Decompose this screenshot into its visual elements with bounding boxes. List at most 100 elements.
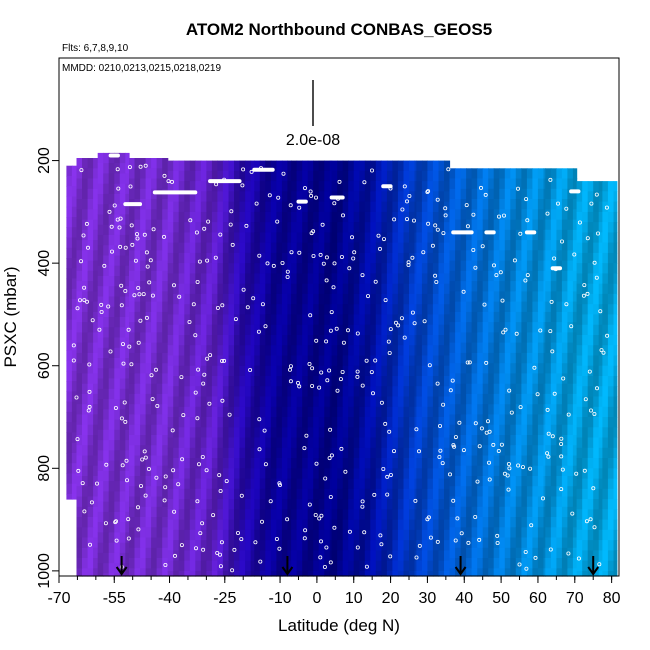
heat-cell <box>281 488 288 500</box>
heat-cell <box>455 414 462 426</box>
heat-cell <box>432 252 439 264</box>
heat-cell <box>125 224 130 236</box>
heat-cell <box>409 304 416 316</box>
heat-cell <box>342 242 349 254</box>
heat-cell <box>211 570 218 577</box>
heat-cell <box>239 570 246 577</box>
heat-cell <box>504 250 511 262</box>
heat-cell <box>556 281 563 292</box>
heat-cell <box>76 393 83 405</box>
heat-cell <box>217 478 224 490</box>
heat-cell <box>572 219 578 231</box>
heat-cell <box>151 445 158 457</box>
heat-cell <box>195 293 202 305</box>
heat-cell <box>556 219 563 231</box>
heat-cell <box>234 509 241 521</box>
heat-cell <box>416 376 423 387</box>
heat-cell <box>324 201 331 213</box>
sample-point <box>200 521 205 526</box>
heat-cell <box>167 570 174 577</box>
heat-cell <box>103 542 110 554</box>
heat-cell <box>392 314 399 326</box>
heat-cell <box>414 376 417 387</box>
heat-cell <box>543 260 546 272</box>
heat-cell <box>403 468 410 480</box>
heat-cell <box>313 478 320 490</box>
heat-cell <box>364 396 371 408</box>
heat-cell <box>93 393 99 405</box>
heat-cell <box>222 314 229 326</box>
heat-cell <box>510 342 517 354</box>
heat-cell <box>93 240 99 251</box>
heat-cell <box>613 293 618 305</box>
heat-cell <box>537 527 544 539</box>
heat-cell <box>386 386 393 398</box>
heat-cell <box>97 419 104 431</box>
heat-cell <box>270 478 277 490</box>
heat-cell <box>416 232 423 244</box>
heat-cell <box>381 550 388 562</box>
heat-cell <box>217 263 224 274</box>
sample-point <box>584 519 589 524</box>
heat-cell <box>189 160 196 172</box>
sample-point <box>80 481 85 486</box>
sample-point <box>524 197 529 202</box>
heat-cell <box>598 263 603 274</box>
sample-point <box>549 299 554 304</box>
heat-cell <box>607 201 614 213</box>
heat-cell <box>287 529 292 541</box>
heat-cell <box>364 540 371 551</box>
heat-cell <box>287 509 292 521</box>
heat-cell <box>287 324 292 336</box>
sample-point <box>473 265 478 270</box>
heat-cell <box>449 527 456 539</box>
heat-cell <box>438 396 445 408</box>
heat-cell <box>76 363 83 375</box>
heat-cell <box>302 447 309 459</box>
heat-cell <box>550 404 557 416</box>
heat-cell <box>250 417 255 428</box>
sample-point <box>441 402 446 407</box>
heat-cell <box>567 209 574 221</box>
heat-cell <box>281 345 288 357</box>
heat-cell <box>438 181 445 192</box>
sample-point <box>339 446 344 451</box>
heat-cell <box>167 406 174 418</box>
heat-cell <box>296 170 303 182</box>
heat-cell <box>254 478 261 490</box>
sample-point <box>177 294 182 299</box>
heat-cell <box>598 376 603 387</box>
heat-cell <box>460 465 467 477</box>
heat-cell <box>66 309 73 321</box>
heat-cell <box>162 250 169 262</box>
heat-cell <box>337 160 344 172</box>
heat-cell <box>602 252 609 264</box>
heat-cell <box>471 476 478 487</box>
heat-cell <box>607 181 614 192</box>
heat-cell <box>259 211 266 223</box>
heat-cell <box>567 435 574 446</box>
sample-point <box>430 243 435 248</box>
heat-cell <box>375 468 382 480</box>
heat-cell <box>178 345 185 357</box>
heat-cell <box>250 283 255 295</box>
heat-cell <box>134 322 141 333</box>
heat-cell <box>108 450 115 462</box>
sample-point <box>400 207 405 212</box>
heat-cell <box>329 458 333 469</box>
heat-cell <box>432 263 439 274</box>
heat-cell <box>587 417 594 428</box>
heat-cell <box>114 399 121 410</box>
heat-cell <box>510 496 517 508</box>
heat-cell <box>381 304 388 316</box>
heat-cell <box>259 468 266 480</box>
heat-cell <box>572 465 578 477</box>
heat-cell <box>281 550 288 562</box>
heat-cell <box>265 499 272 510</box>
heat-cell <box>364 376 371 387</box>
heat-cell <box>337 458 344 469</box>
heat-cell <box>375 488 382 500</box>
heat-cell <box>82 219 89 231</box>
heat-cell <box>134 291 141 303</box>
heat-cell <box>537 435 544 446</box>
